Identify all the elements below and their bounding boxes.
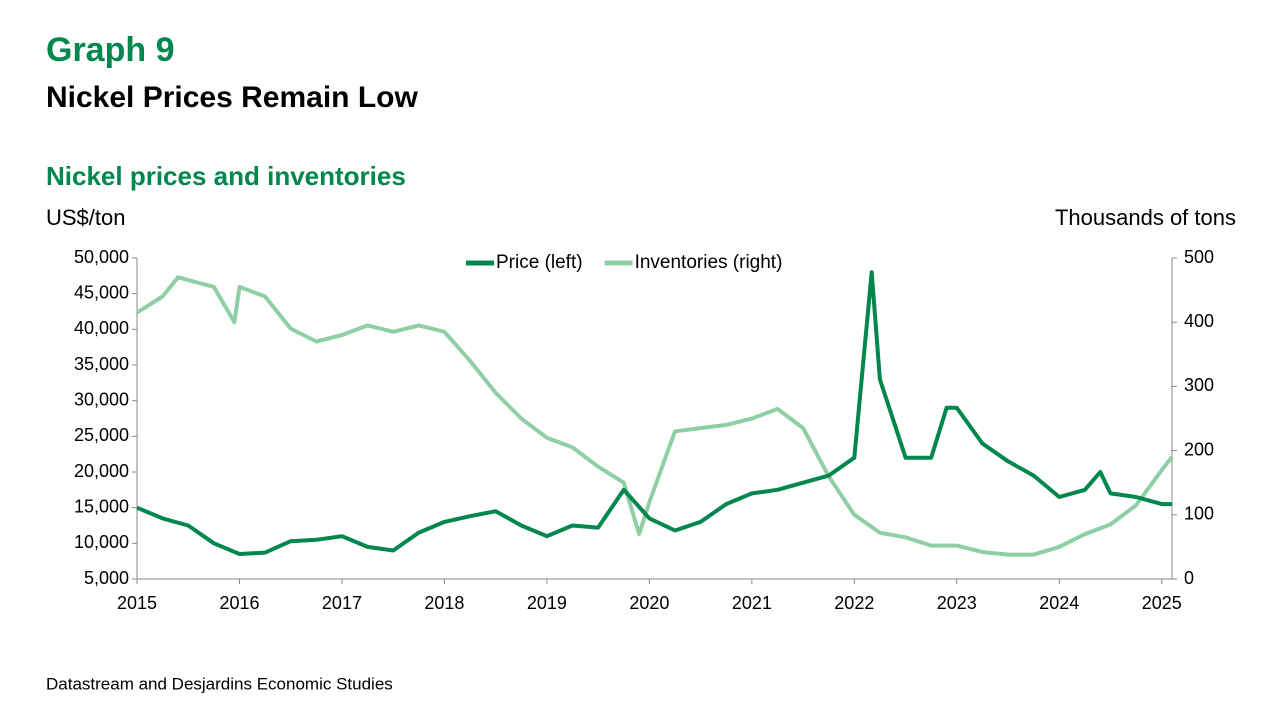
chart-title: Nickel Prices Remain Low bbox=[46, 81, 418, 114]
x-tick-label: 2024 bbox=[1039, 593, 1079, 613]
y-tick-label: 40,000 bbox=[74, 318, 129, 338]
chart-subtitle: Nickel prices and inventories bbox=[46, 161, 406, 191]
x-tick-label: 2025 bbox=[1142, 593, 1182, 613]
y-tick-label: 15,000 bbox=[74, 496, 129, 516]
y2-tick-label: 0 bbox=[1184, 568, 1194, 588]
y-tick-label: 25,000 bbox=[74, 425, 129, 445]
y-axis-label: US$/ton bbox=[46, 205, 126, 230]
x-tick-label: 2016 bbox=[219, 593, 259, 613]
x-tick-label: 2018 bbox=[424, 593, 464, 613]
y2-tick-label: 400 bbox=[1184, 311, 1214, 331]
x-tick-label: 2020 bbox=[629, 593, 669, 613]
y-tick-label: 35,000 bbox=[74, 354, 129, 374]
x-tick-label: 2021 bbox=[732, 593, 772, 613]
y-tick-label: 45,000 bbox=[74, 282, 129, 302]
x-tick-label: 2019 bbox=[527, 593, 567, 613]
legend-label: Price (left) bbox=[496, 252, 583, 273]
x-tick-label: 2022 bbox=[834, 593, 874, 613]
y-tick-label: 50,000 bbox=[74, 247, 129, 267]
y2-axis-label: Thousands of tons bbox=[1055, 205, 1236, 230]
y-tick-label: 20,000 bbox=[74, 461, 129, 481]
y2-tick-label: 300 bbox=[1184, 375, 1214, 395]
legend-label: Inventories (right) bbox=[635, 252, 783, 273]
x-tick-label: 2017 bbox=[322, 593, 362, 613]
y2-tick-label: 200 bbox=[1184, 439, 1214, 459]
graph-number: Graph 9 bbox=[46, 31, 174, 69]
x-tick-label: 2015 bbox=[117, 593, 157, 613]
y-tick-label: 5,000 bbox=[84, 568, 129, 588]
series-line bbox=[135, 275, 1174, 557]
x-tick-label: 2023 bbox=[937, 593, 977, 613]
y-tick-label: 10,000 bbox=[74, 532, 129, 552]
source: Datastream and Desjardins Economic Studi… bbox=[46, 674, 393, 693]
y-tick-label: 30,000 bbox=[74, 389, 129, 409]
y2-tick-label: 100 bbox=[1184, 504, 1214, 524]
y2-tick-label: 500 bbox=[1184, 247, 1214, 267]
series-line bbox=[136, 270, 1172, 556]
